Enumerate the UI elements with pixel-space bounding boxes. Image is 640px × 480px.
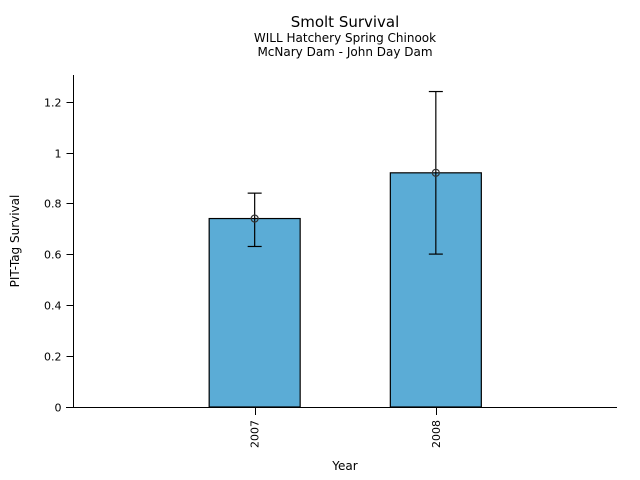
y-axis-title: PIT-Tag Survival: [8, 195, 22, 288]
y-tick-label: 0: [55, 402, 62, 415]
y-tick-label: 0.6: [44, 249, 62, 262]
point-marker-2008: [431, 168, 440, 177]
chart-subtitle-reach: McNary Dam - John Day Dam: [257, 45, 432, 59]
y-axis-ticks: 0 0.2 0.4 0.6 0.8 1 1.2: [44, 97, 74, 415]
x-axis-ticks: 2007 2008: [249, 408, 443, 448]
y-tick-label: 1: [55, 148, 62, 161]
y-tick-label: 0.2: [44, 351, 62, 364]
x-tick-label-2008: 2008: [430, 420, 443, 448]
bars-group: [208, 90, 482, 408]
y-tick-label: 0.8: [44, 198, 62, 211]
x-axis-title: Year: [331, 459, 357, 473]
point-marker-2007: [250, 214, 259, 223]
y-tick-label: 1.2: [44, 97, 62, 110]
x-tick-label-2007: 2007: [249, 420, 262, 448]
chart-title: Smolt Survival: [291, 13, 400, 31]
bar-2007: [208, 217, 301, 408]
chart-subtitle-hatchery: WILL Hatchery Spring Chinook: [254, 31, 436, 45]
y-tick-label: 0.4: [44, 300, 62, 313]
